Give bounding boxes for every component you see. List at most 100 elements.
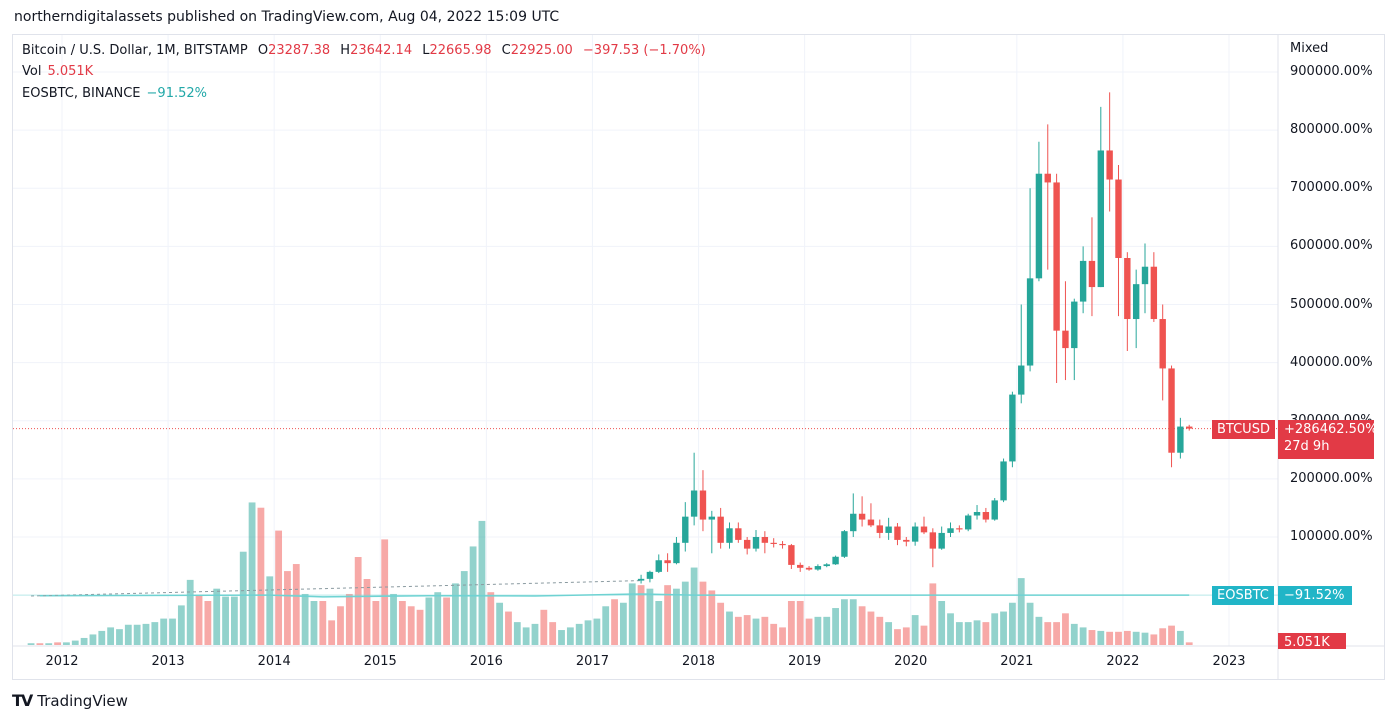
- main-series-legend[interactable]: Bitcoin / U.S. Dollar, 1M, BITSTAMP O232…: [22, 43, 712, 58]
- x-tick-label: 2022: [1106, 654, 1140, 669]
- candle-body: [1168, 368, 1175, 453]
- compare-symbol[interactable]: EOSBTC, BINANCE: [22, 86, 141, 101]
- volume-bar: [841, 599, 848, 645]
- volume-bar: [1132, 631, 1140, 645]
- published-caption: northerndigitalassets published on Tradi…: [14, 9, 560, 25]
- candle-body: [726, 528, 733, 543]
- volume-bar: [266, 576, 274, 645]
- tradingview-logo-icon: TV: [12, 691, 33, 710]
- candle-body: [1124, 258, 1131, 320]
- footer-brand[interactable]: TV TradingView: [12, 691, 128, 710]
- volume-bar: [964, 622, 972, 645]
- candle-body: [841, 531, 848, 557]
- volume-bar: [575, 623, 583, 645]
- candle-body: [655, 560, 662, 572]
- close-label: C: [501, 43, 511, 58]
- candle-body: [805, 567, 813, 570]
- y-tick-label: 600000.00%: [1290, 238, 1373, 254]
- volume-bar: [133, 624, 141, 645]
- volume-bar: [1141, 632, 1149, 645]
- volume-bar: [1035, 616, 1043, 645]
- volume-bar: [310, 601, 318, 645]
- candle-body: [743, 539, 751, 549]
- volume-bar: [770, 623, 778, 645]
- candle-body: [788, 545, 795, 565]
- btc-early-line: [31, 580, 642, 597]
- volume-bar: [540, 609, 548, 645]
- chart-frame: [12, 34, 1385, 680]
- volume-legend[interactable]: Vol 5.051K: [22, 64, 99, 79]
- btc-last-value-tag: +286462.50%: [1278, 420, 1378, 439]
- volume-bar: [381, 539, 389, 645]
- volume-bar: [390, 593, 397, 645]
- volume-bar: [407, 606, 415, 645]
- candle-body: [823, 564, 830, 567]
- volume-bar: [681, 581, 689, 645]
- btc-symbol-tag: BTCUSD: [1212, 420, 1275, 439]
- candle-body: [929, 532, 937, 549]
- x-tick-label: 2013: [151, 654, 185, 669]
- volume-bar: [1000, 611, 1007, 645]
- volume-bar: [1150, 634, 1158, 645]
- volume-bar: [124, 624, 132, 645]
- volume-bar: [222, 596, 229, 645]
- x-tick-label: 2016: [469, 654, 503, 669]
- compare-legend[interactable]: EOSBTC, BINANCE −91.52%: [22, 86, 213, 101]
- volume-bar: [425, 597, 433, 645]
- open-value: 23287.38: [268, 43, 331, 58]
- volume-bar: [460, 571, 468, 645]
- volume-bar: [337, 606, 344, 645]
- candle-body: [858, 513, 866, 520]
- candle-body: [1141, 266, 1149, 285]
- x-tick-label: 2018: [681, 654, 716, 669]
- candle-body: [637, 578, 645, 581]
- y-tick-label: 900000.00%: [1290, 64, 1373, 79]
- volume-bar: [71, 640, 79, 645]
- y-tick-label: 500000.00%: [1290, 296, 1373, 312]
- volume-bar: [1017, 578, 1025, 645]
- volume-bar: [1026, 602, 1034, 645]
- volume-bar: [991, 613, 999, 645]
- y-tick-label: 800000.00%: [1290, 122, 1373, 138]
- volume-bar: [690, 567, 698, 645]
- volume-bar: [398, 601, 406, 645]
- volume-bar: [98, 630, 106, 645]
- x-tick-label: 2017: [575, 654, 609, 669]
- volume-bar: [496, 602, 504, 645]
- candle-body: [1044, 173, 1051, 183]
- candle-body: [920, 526, 928, 533]
- candle-body: [761, 537, 769, 543]
- scale-mode-label[interactable]: Mixed: [1290, 41, 1329, 56]
- volume-bar: [301, 593, 309, 645]
- volume-bar: [566, 627, 574, 645]
- volume-bar: [434, 592, 442, 645]
- volume-bar: [611, 599, 618, 645]
- volume-bar: [1070, 623, 1078, 645]
- y-tick-label: 100000.00%: [1290, 529, 1373, 544]
- candle-body: [1079, 260, 1087, 302]
- candle-body: [1088, 260, 1096, 288]
- candle-body: [664, 560, 671, 564]
- volume-bar: [284, 571, 291, 645]
- eos-last-value-tag: −91.52%: [1278, 586, 1352, 605]
- candle-body: [708, 516, 716, 520]
- volume-bar: [177, 605, 185, 645]
- candle-body: [964, 515, 972, 530]
- x-tick-label: 2020: [894, 654, 928, 669]
- volume-last-value-tag: 5.051K: [1278, 633, 1346, 649]
- volume-bar: [752, 618, 760, 645]
- candle-body: [1071, 301, 1078, 349]
- volume-bar: [160, 618, 168, 645]
- symbol-label[interactable]: Bitcoin / U.S. Dollar, 1M, BITSTAMP: [22, 43, 248, 58]
- volume-bar: [487, 592, 495, 645]
- volume-bar: [230, 596, 238, 645]
- candle-body: [867, 519, 875, 526]
- volume-bar: [814, 616, 822, 645]
- volume-bar: [443, 597, 450, 645]
- volume-bar: [549, 622, 557, 645]
- change-value: −397.53 (−1.70%): [582, 43, 706, 58]
- volume-bar: [823, 616, 831, 645]
- volume-bar: [1123, 630, 1131, 645]
- volume-bar: [593, 618, 601, 645]
